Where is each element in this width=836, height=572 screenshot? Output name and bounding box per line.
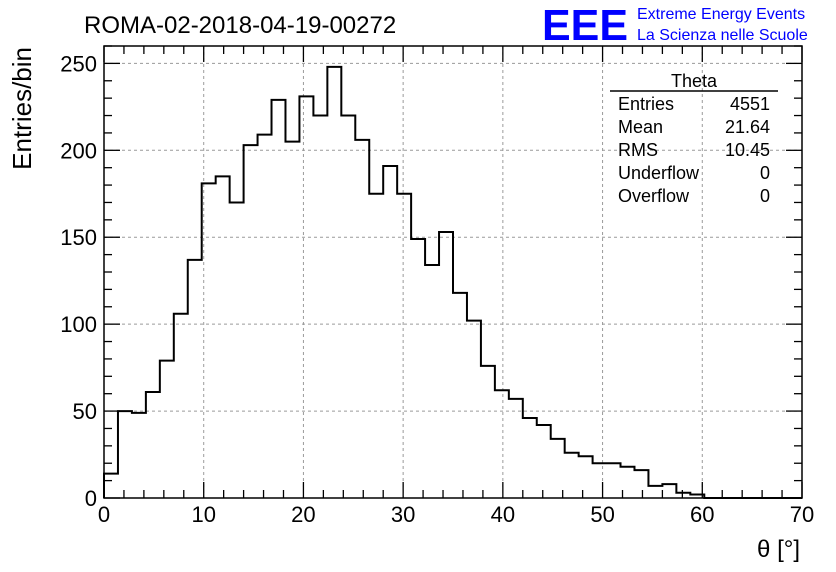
x-tick-labels: 0 10 20 30 40 50 60 70 [98, 502, 814, 527]
stats-rows: Entries 4551 Mean 21.64 RMS 10.45 Underflow 0 Ov… [618, 94, 770, 206]
x-tick-label: 0 [98, 502, 110, 527]
y-tick-label: 250 [60, 51, 97, 76]
x-tick-label: 40 [491, 502, 515, 527]
stats-label: Overflow [618, 186, 690, 206]
stats-value: 4551 [730, 94, 770, 114]
stats-title: Theta [671, 71, 718, 91]
x-axis-label: θ [°] [757, 536, 800, 563]
x-tick-label: 60 [690, 502, 714, 527]
stats-label: Underflow [618, 163, 700, 183]
y-axis-label: Entries/bin [7, 47, 37, 170]
x-tick-label: 20 [291, 502, 315, 527]
stats-label: RMS [618, 140, 658, 160]
y-tick-label: 0 [85, 486, 97, 511]
x-tick-label: 50 [590, 502, 614, 527]
x-tick-label: 10 [191, 502, 215, 527]
stats-value: 0 [760, 186, 770, 206]
stats-value: 0 [760, 163, 770, 183]
stats-value: 21.64 [725, 117, 770, 137]
chart-title: ROMA-02-2018-04-19-00272 [84, 12, 396, 39]
stats-label: Mean [618, 117, 663, 137]
x-tick-label: 70 [790, 502, 814, 527]
eee-logo-mark: EEE [542, 1, 628, 50]
x-tick-label: 30 [391, 502, 415, 527]
y-tick-label: 50 [73, 399, 97, 424]
histogram-series [103, 65, 802, 499]
eee-logo: EEE Extreme Energy Events La Scienza nel… [542, 1, 808, 50]
y-tick-label: 100 [60, 312, 97, 337]
logo-line-1: Extreme Energy Events [637, 6, 805, 23]
y-tick-label: 150 [60, 225, 97, 250]
y-tick-labels: 0 50 100 150 200 250 [60, 51, 97, 511]
stats-value: 10.45 [725, 140, 770, 160]
stats-label: Entries [618, 94, 674, 114]
axis-ticks [103, 45, 803, 499]
stats-box: Theta Entries 4551 Mean 21.64 RMS 10.45 Underf… [610, 71, 778, 206]
y-tick-label: 200 [60, 138, 97, 163]
logo-line-2: La Scienza nelle Scuole [637, 27, 808, 44]
